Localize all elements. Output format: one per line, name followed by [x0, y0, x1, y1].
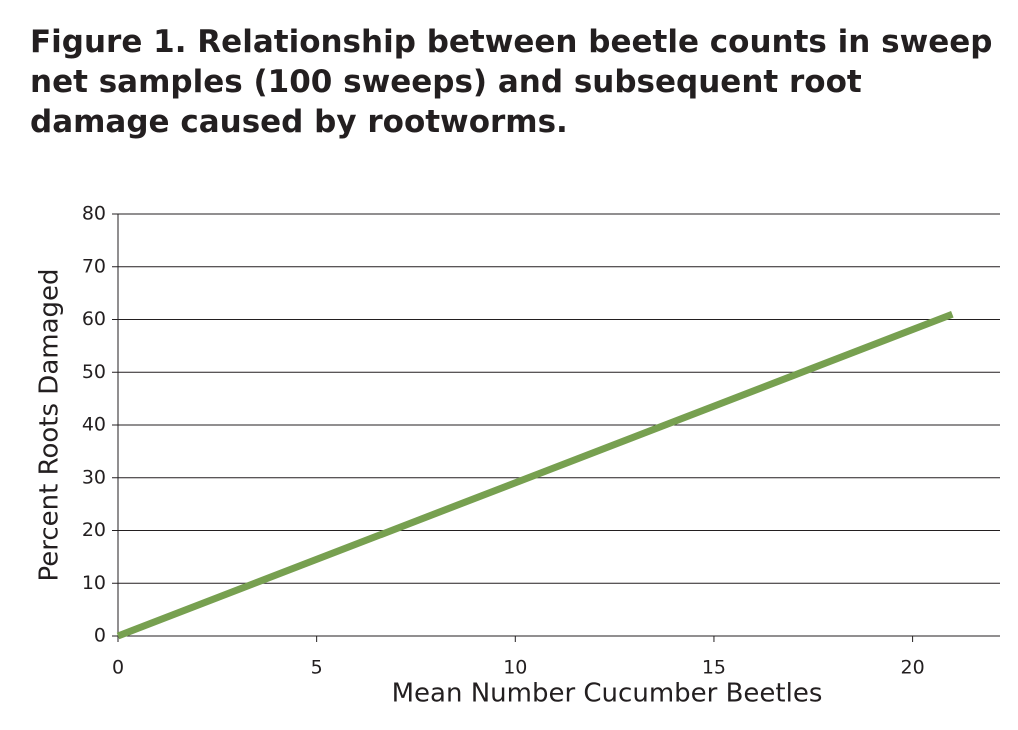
y-tick-label: 10: [82, 572, 106, 594]
y-tick-label: 80: [82, 203, 106, 225]
x-tick-label: 10: [503, 657, 527, 679]
y-tick-label: 40: [82, 414, 106, 436]
x-tick-label: 15: [702, 657, 726, 679]
x-tick-label: 20: [901, 657, 925, 679]
y-tick-label: 60: [82, 308, 106, 330]
y-tick-label: 0: [94, 625, 106, 647]
y-tick-label: 30: [82, 466, 106, 488]
x-tick-label: 0: [112, 657, 124, 679]
data-line: [116, 310, 954, 640]
y-tick-label: 20: [82, 519, 106, 541]
x-tick-label: 5: [311, 657, 323, 679]
y-tick-label: 50: [82, 361, 106, 383]
y-axis-label: Percent Roots Damaged: [35, 268, 65, 581]
y-tick-label: 70: [82, 255, 106, 277]
x-axis-label: Mean Number Cucumber Beetles: [392, 679, 823, 709]
chart-title: Figure 1. Relationship between beetle co…: [30, 24, 993, 140]
